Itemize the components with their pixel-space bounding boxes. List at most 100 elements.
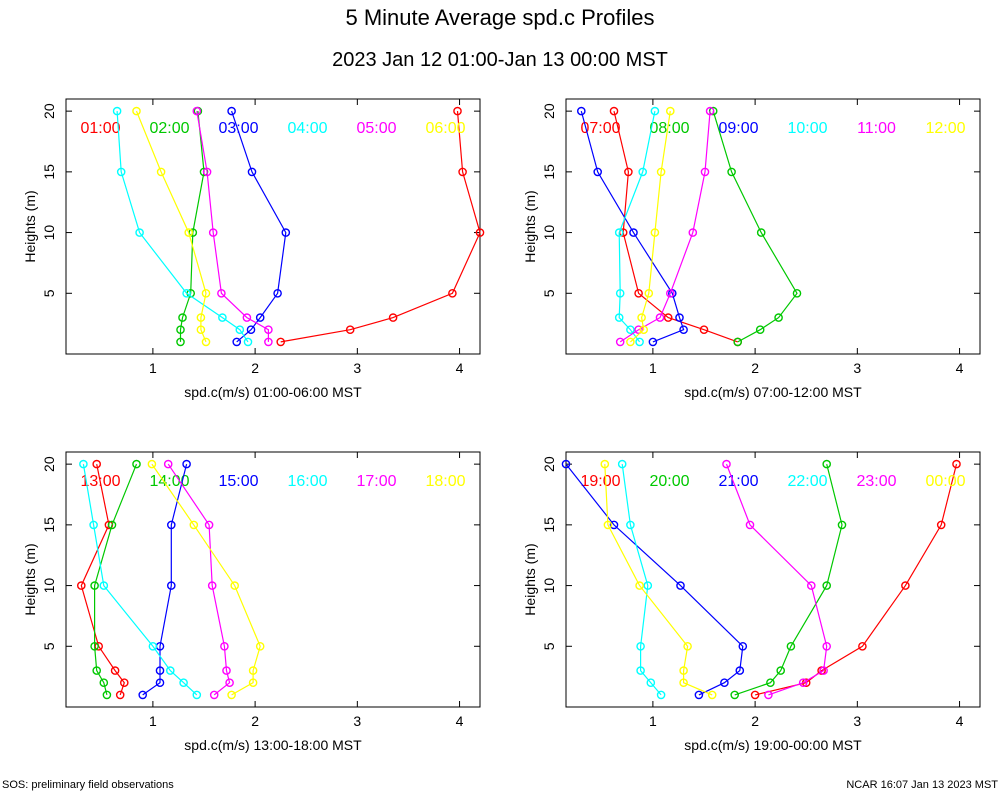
data-point (107, 520, 117, 530)
data-point (458, 167, 467, 177)
data-point (89, 520, 98, 530)
legend-entry: 17:00 (356, 473, 396, 490)
y-axis-label: Heights (m) (22, 543, 38, 615)
data-point (636, 642, 645, 651)
data-point (650, 228, 660, 237)
x-tick-label: 3 (853, 360, 861, 376)
legend-entry: 00:00 (925, 473, 965, 490)
footer-right: NCAR 16:07 Jan 13 2023 MST (846, 779, 998, 791)
data-point (189, 520, 199, 530)
data-point (281, 228, 291, 237)
y-tick-label: 5 (41, 642, 57, 650)
data-point (208, 228, 218, 237)
data-point (166, 581, 176, 590)
data-point (635, 337, 644, 347)
series-2100: 21:00 (561, 459, 759, 700)
plot-frame (65, 451, 481, 708)
y-tick-label: 20 (541, 103, 557, 119)
x-axis-label: spd.c(m/s) 13:00-18:00 MST (184, 737, 362, 753)
data-point (837, 520, 847, 530)
series-1200: 12:00 (626, 106, 966, 347)
data-point (77, 581, 86, 590)
series-1900: 19:00 (580, 459, 961, 700)
data-point (561, 459, 571, 469)
data-point (227, 106, 236, 116)
chart-subtitle: 2023 Jan 12 01:00-Jan 13 00:00 MST (332, 49, 668, 71)
data-point (683, 642, 692, 651)
data-point (112, 106, 122, 116)
series-0200: 02:00 (149, 106, 209, 347)
data-point (609, 520, 619, 530)
y-axis-label: Heights (m) (22, 190, 38, 262)
data-point (656, 167, 666, 177)
data-point (634, 288, 643, 298)
y-tick-label: 15 (41, 164, 57, 180)
data-point (822, 642, 832, 651)
data-point (666, 106, 675, 116)
data-point (243, 337, 253, 347)
data-point (646, 678, 656, 688)
y-tick-label: 10 (541, 225, 557, 241)
panel-1: 1 2 3 4 5 10 15 20 spd.c(m/s) 01:00-06:00 MST Hei… (22, 98, 485, 400)
data-point (756, 228, 766, 237)
data-point (230, 581, 239, 590)
series-0000: 00:00 (600, 459, 966, 700)
series-line (618, 110, 656, 343)
data-point (227, 690, 236, 700)
data-point (624, 167, 633, 177)
data-point (952, 459, 961, 469)
data-point (209, 690, 219, 700)
series-line (135, 110, 207, 343)
data-point (735, 666, 745, 675)
data-point (135, 228, 144, 237)
legend-entry: 18:00 (425, 473, 465, 490)
data-point (92, 459, 101, 469)
y-tick-label: 5 (541, 642, 557, 650)
x-tick-label: 1 (649, 713, 657, 729)
data-point (637, 313, 646, 322)
data-point (247, 167, 257, 177)
panel-3: 1 2 3 4 5 10 15 20 spd.c(m/s) 13:00-18:00 MST Hei… (22, 451, 481, 753)
series-line (565, 463, 744, 696)
data-point (264, 325, 273, 335)
series-line (280, 111, 481, 343)
legend-entry: 21:00 (718, 473, 758, 490)
data-point (232, 337, 241, 347)
data-point (676, 581, 685, 590)
data-point (204, 520, 214, 530)
data-point (165, 666, 175, 675)
data-point (675, 313, 684, 322)
data-point (720, 678, 729, 688)
data-point (807, 581, 816, 590)
series-2000: 20:00 (649, 459, 847, 700)
legend-entry: 22:00 (787, 473, 827, 490)
y-tick-label: 10 (541, 578, 557, 594)
data-point (182, 459, 191, 469)
series-line (142, 463, 188, 696)
data-point (255, 313, 265, 322)
data-point (636, 666, 645, 675)
series-line (231, 110, 287, 343)
legend-entry: 14:00 (149, 473, 189, 490)
data-point (176, 337, 185, 347)
data-point (99, 581, 109, 590)
data-point (776, 666, 786, 675)
legend-entry: 10:00 (787, 120, 827, 137)
data-point (819, 666, 828, 675)
data-point (276, 337, 286, 347)
data-point (132, 459, 141, 469)
data-point (475, 228, 485, 237)
data-point (679, 678, 688, 688)
data-point (738, 642, 748, 651)
data-point (163, 459, 173, 469)
data-point (92, 666, 101, 675)
x-axis-label: spd.c(m/s) 19:00-00:00 MST (684, 737, 862, 753)
x-tick-label: 4 (956, 360, 964, 376)
y-tick-label: 5 (541, 289, 557, 297)
series-line (712, 110, 798, 343)
data-point (786, 642, 796, 651)
series-line (196, 110, 269, 342)
data-point (220, 642, 229, 651)
series-line (580, 110, 685, 343)
